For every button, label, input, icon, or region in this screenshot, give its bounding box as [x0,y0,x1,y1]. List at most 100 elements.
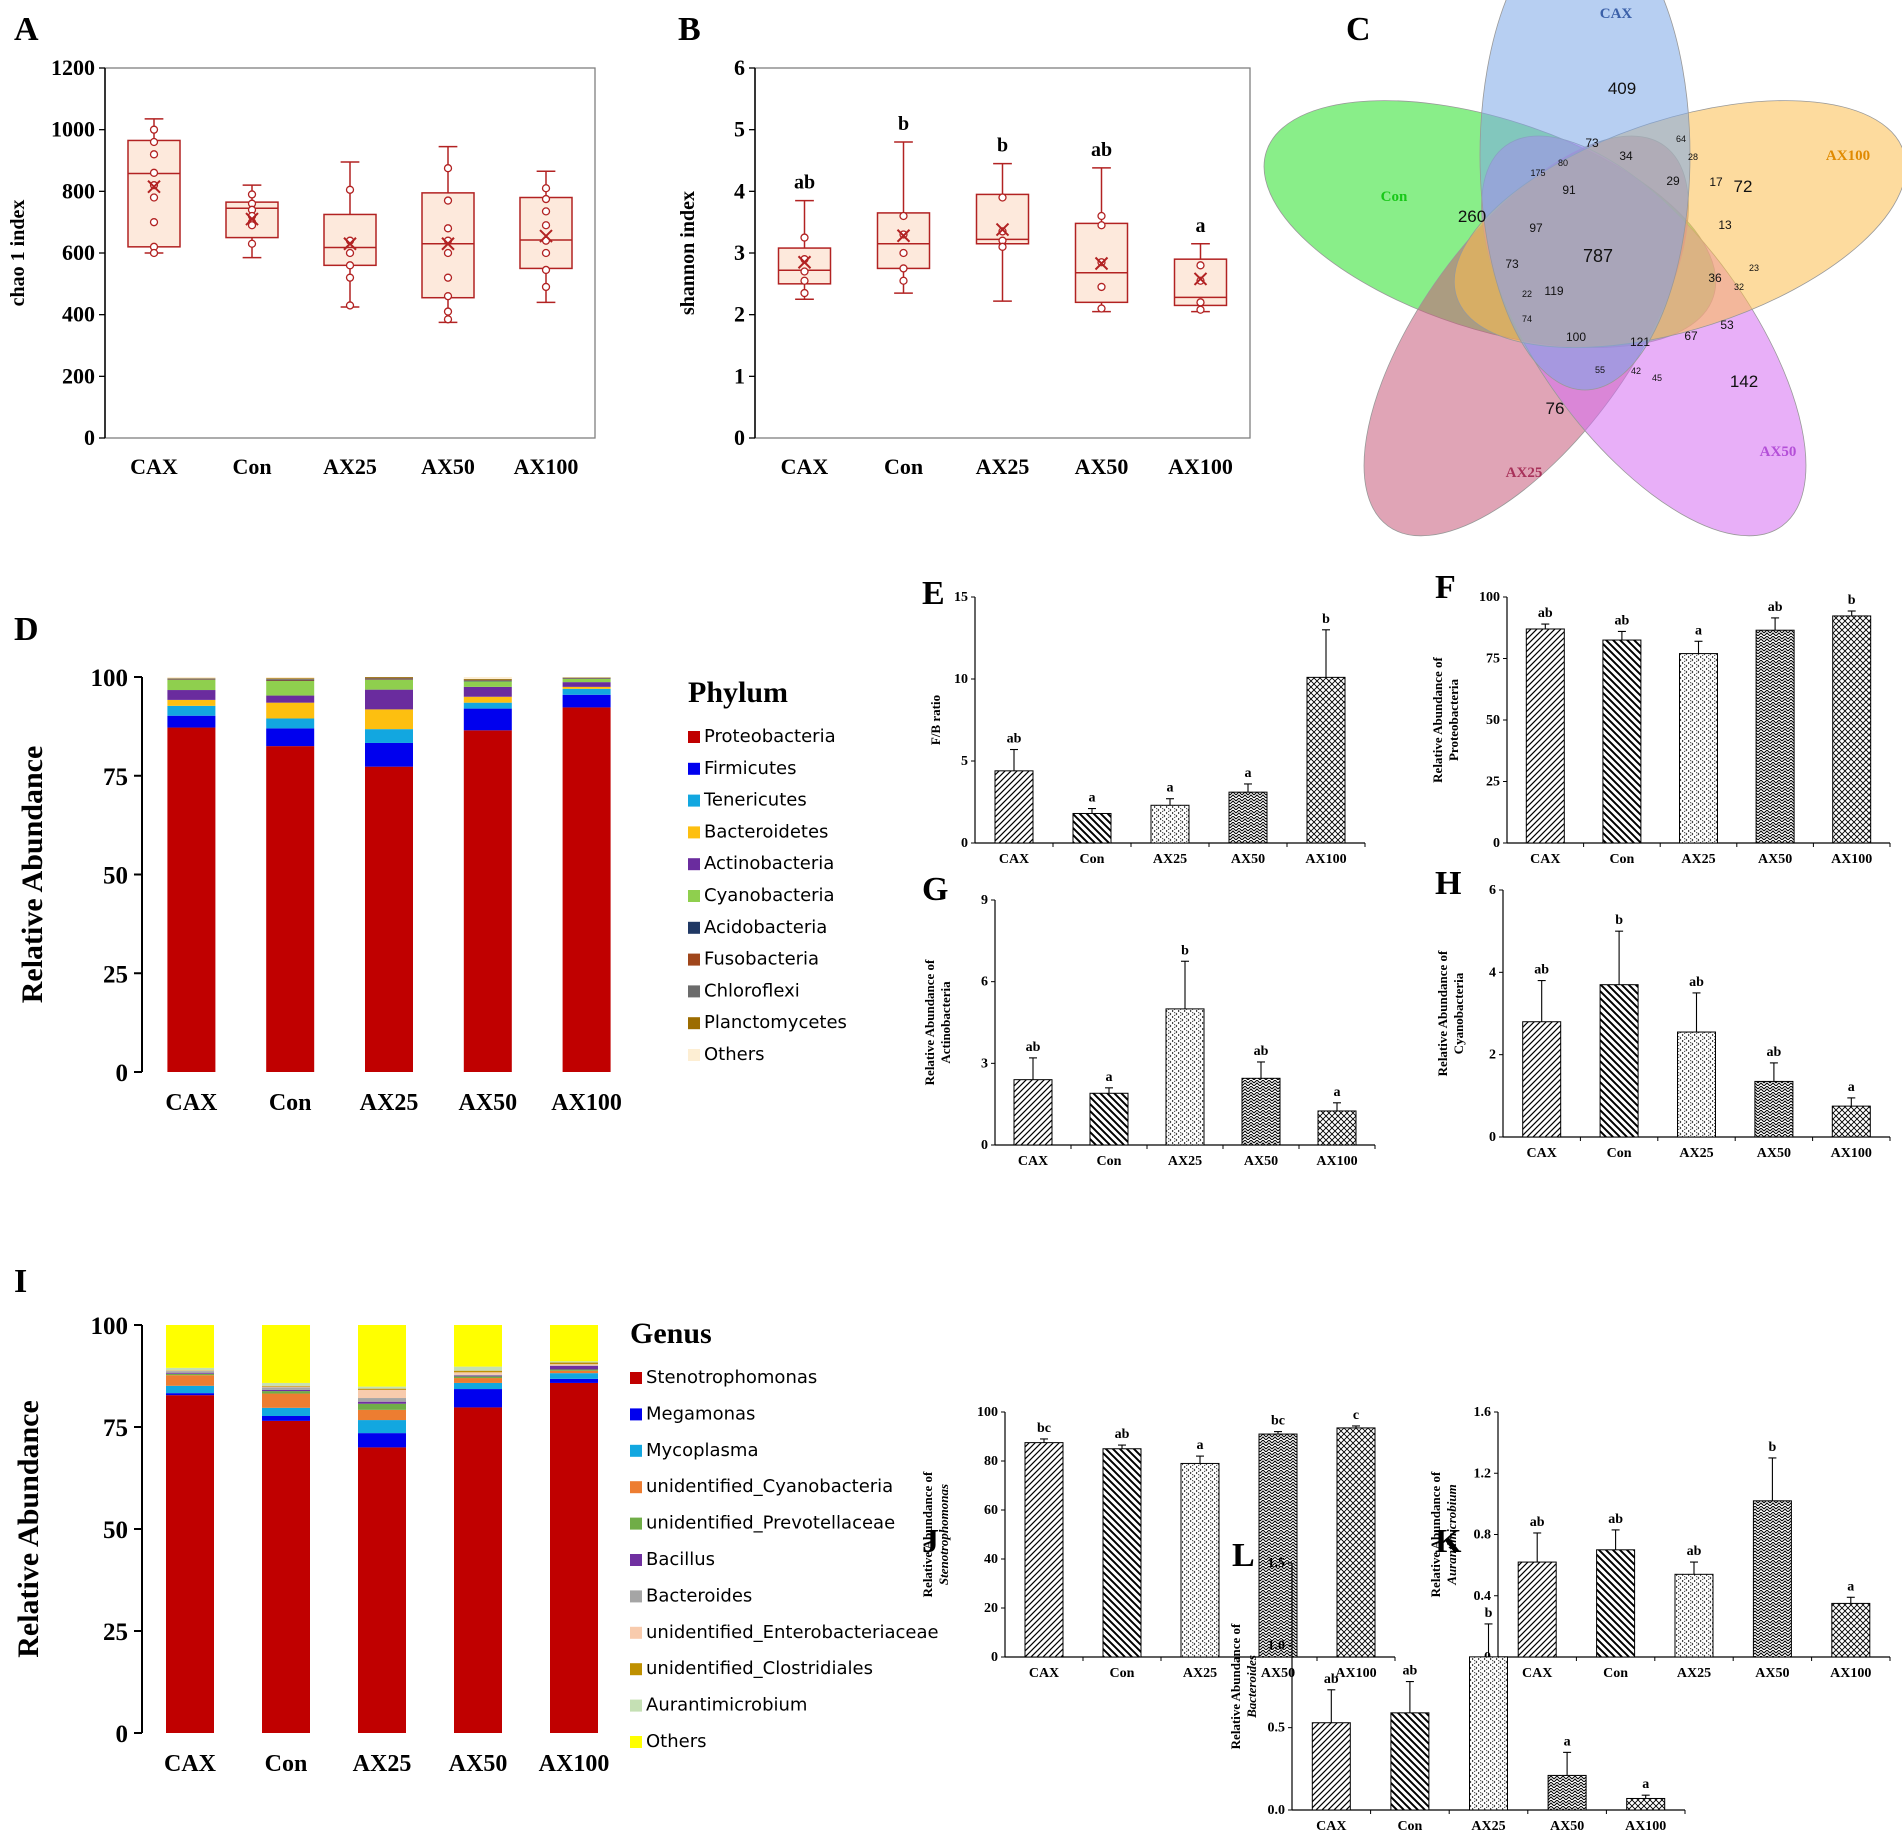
bar-segment [562,682,611,687]
bar-segment [454,1376,502,1379]
data-point [443,307,453,316]
legend-swatch [688,794,700,807]
bar [1602,639,1642,844]
x-tick-label: AX50 [1755,1666,1789,1681]
venn-count: 22 [1522,289,1532,299]
bar-segment [358,1388,406,1390]
venn-count: 73 [1585,136,1599,150]
venn-count: 34 [1619,149,1633,163]
y-tick-label: 0 [1493,836,1500,851]
bar [1522,1021,1562,1138]
bar-segment [358,1420,406,1434]
data-point [541,248,551,258]
bar [1469,1656,1508,1811]
bar-segment [562,686,611,689]
x-tick-label: CAX [999,852,1029,867]
x-tick-label: AX25 [323,454,377,479]
x-tick-label: AX50 [1758,852,1792,867]
x-tick-label: CAX [1029,1666,1059,1681]
data-point [149,125,159,134]
data-point [345,273,355,282]
y-tick-label: 1.0 [1268,1638,1286,1653]
bar [1336,1427,1376,1658]
significance-letter: ab [1538,606,1553,621]
bar-segment [262,1391,310,1394]
panel-label-D: D [14,611,39,648]
significance-letter: b [997,135,1008,157]
data-point [345,248,355,258]
venn-count: 260 [1458,207,1486,226]
bar-segment [562,678,611,683]
bar [1390,1712,1430,1811]
y-tick-label: 75 [1486,652,1500,667]
x-tick-label: CAX [781,454,829,479]
x-tick-label: AX100 [539,1751,610,1777]
significance-letter: b [1615,913,1623,928]
y-tick-label: 5 [734,117,745,142]
y-tick-label: 800 [62,178,95,203]
bar-segment [550,1378,598,1383]
legend-label: Tenericutes [703,790,807,811]
legend-swatch [688,858,700,871]
bar [1258,1433,1298,1658]
bar [1752,1500,1792,1658]
legend-label: Planctomycetes [704,1012,847,1033]
venn-diagram-C: CAX AX100 AX50 AX25 Con 409 72 142 76 260 787 73 64 3… [1263,0,1902,537]
x-tick-label: Con [1607,1146,1632,1161]
bar-segment [562,707,611,1072]
y-tick-label: 3 [981,1056,988,1071]
bar-segment [358,1409,406,1421]
bar [1072,812,1112,844]
data-point [1196,305,1205,314]
legend-swatch [688,985,700,998]
y-axis-label-taxon: Proteobacteria [1446,678,1461,761]
venn-count: 175 [1530,168,1545,178]
legend-label: Stenotrophomonas [646,1367,817,1388]
bar-segment [454,1375,502,1377]
data-point [541,194,551,204]
bar-chart-L: 0.0 0.5 1.0 1.5 Relative Abundance of Bactero… [1228,1556,1686,1834]
significance-letter: ab [1615,613,1630,628]
y-tick-label: 1200 [51,55,95,80]
bar-segment [365,689,413,710]
x-tick-label: AX100 [1831,852,1872,867]
bar-segment [365,677,413,679]
bar-segment [262,1420,310,1733]
y-tick-label: 40 [984,1552,998,1567]
bar-segment [358,1433,406,1448]
y-tick-label: 0.5 [1268,1721,1286,1736]
mean-marker [797,255,812,269]
panel-label-F: F [1435,569,1456,606]
data-point [345,185,355,194]
x-tick-label: AX50 [449,1751,508,1777]
legend-label: Bacillus [646,1549,715,1570]
bar-segment [266,677,315,679]
panel-label-E: E [922,575,945,612]
y-axis-label-taxon: Bacteroides [1244,1655,1259,1719]
data-point [1097,282,1106,292]
x-tick-label: AX25 [1471,1819,1505,1834]
mean-marker [896,229,911,243]
x-tick-label: AX100 [1831,1146,1872,1161]
data-point [247,239,257,248]
y-tick-label: 0 [961,836,968,851]
x-tick-label: Con [884,454,923,479]
x-tick-label: AX100 [1830,1666,1871,1681]
bar-segment [550,1369,598,1371]
significance-letter: ab [1026,1040,1041,1055]
x-tick-label: AX25 [1679,1146,1713,1161]
mean-marker [343,237,357,251]
y-axis-label: Relative Abundance of [1435,950,1450,1076]
bar-segment [358,1325,406,1387]
legend-swatch [630,1481,642,1494]
venn-count: 74 [1522,314,1532,324]
panel-label-B: B [678,11,701,48]
x-tick-label: AX50 [1244,1154,1278,1169]
data-point [899,264,908,273]
bar-segment [365,679,413,690]
data-point [443,315,453,324]
y-tick-label: 0 [991,1650,998,1665]
bar [1547,1774,1587,1811]
bar [1311,1722,1351,1811]
panel-label-K: K [1435,1523,1462,1560]
